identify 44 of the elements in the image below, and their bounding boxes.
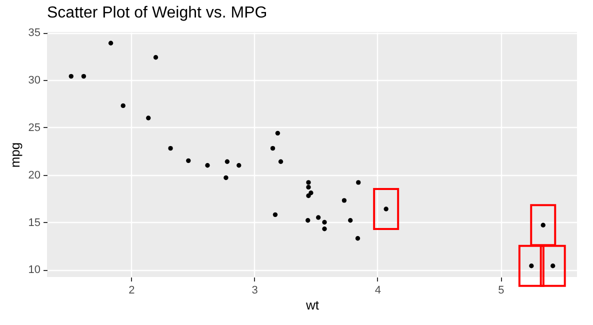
y-tick-label: 10 [28,264,40,276]
point [186,158,191,163]
point [270,146,276,151]
x-tick-label: 4 [374,284,382,296]
y-tick-label: 15 [28,216,40,229]
point [120,103,126,108]
y-axis-title: mpg [7,142,22,168]
point [224,159,230,164]
point [342,198,347,203]
y-tick-label: 25 [28,122,40,134]
point [278,159,284,164]
point [322,226,327,232]
y-tick-label: 30 [28,74,40,87]
point [322,220,327,225]
point [236,163,242,168]
point [356,180,361,185]
point [224,175,228,180]
x-tick-label: 5 [498,284,504,296]
point [550,264,556,268]
point [146,116,151,120]
point [68,74,74,79]
point [540,222,546,228]
chart-title: Scatter Plot of Weight vs. MPG [47,4,268,22]
point [348,218,353,223]
point [168,146,173,151]
point [529,264,534,268]
point [306,218,310,223]
point [306,193,311,198]
point [205,163,210,168]
y-tick-label: 20 [28,169,40,182]
point [153,55,158,60]
point [108,40,114,46]
point [384,206,388,212]
point [275,130,280,136]
point [316,215,321,220]
point [81,74,86,79]
x-tick-label: 2 [128,284,135,296]
x-axis-title: wt [305,298,320,312]
x-tick-label: 3 [252,284,258,296]
y-tick-label: 35 [28,27,40,40]
point [306,180,311,185]
point [306,184,311,190]
point [272,212,278,218]
point [355,236,360,241]
